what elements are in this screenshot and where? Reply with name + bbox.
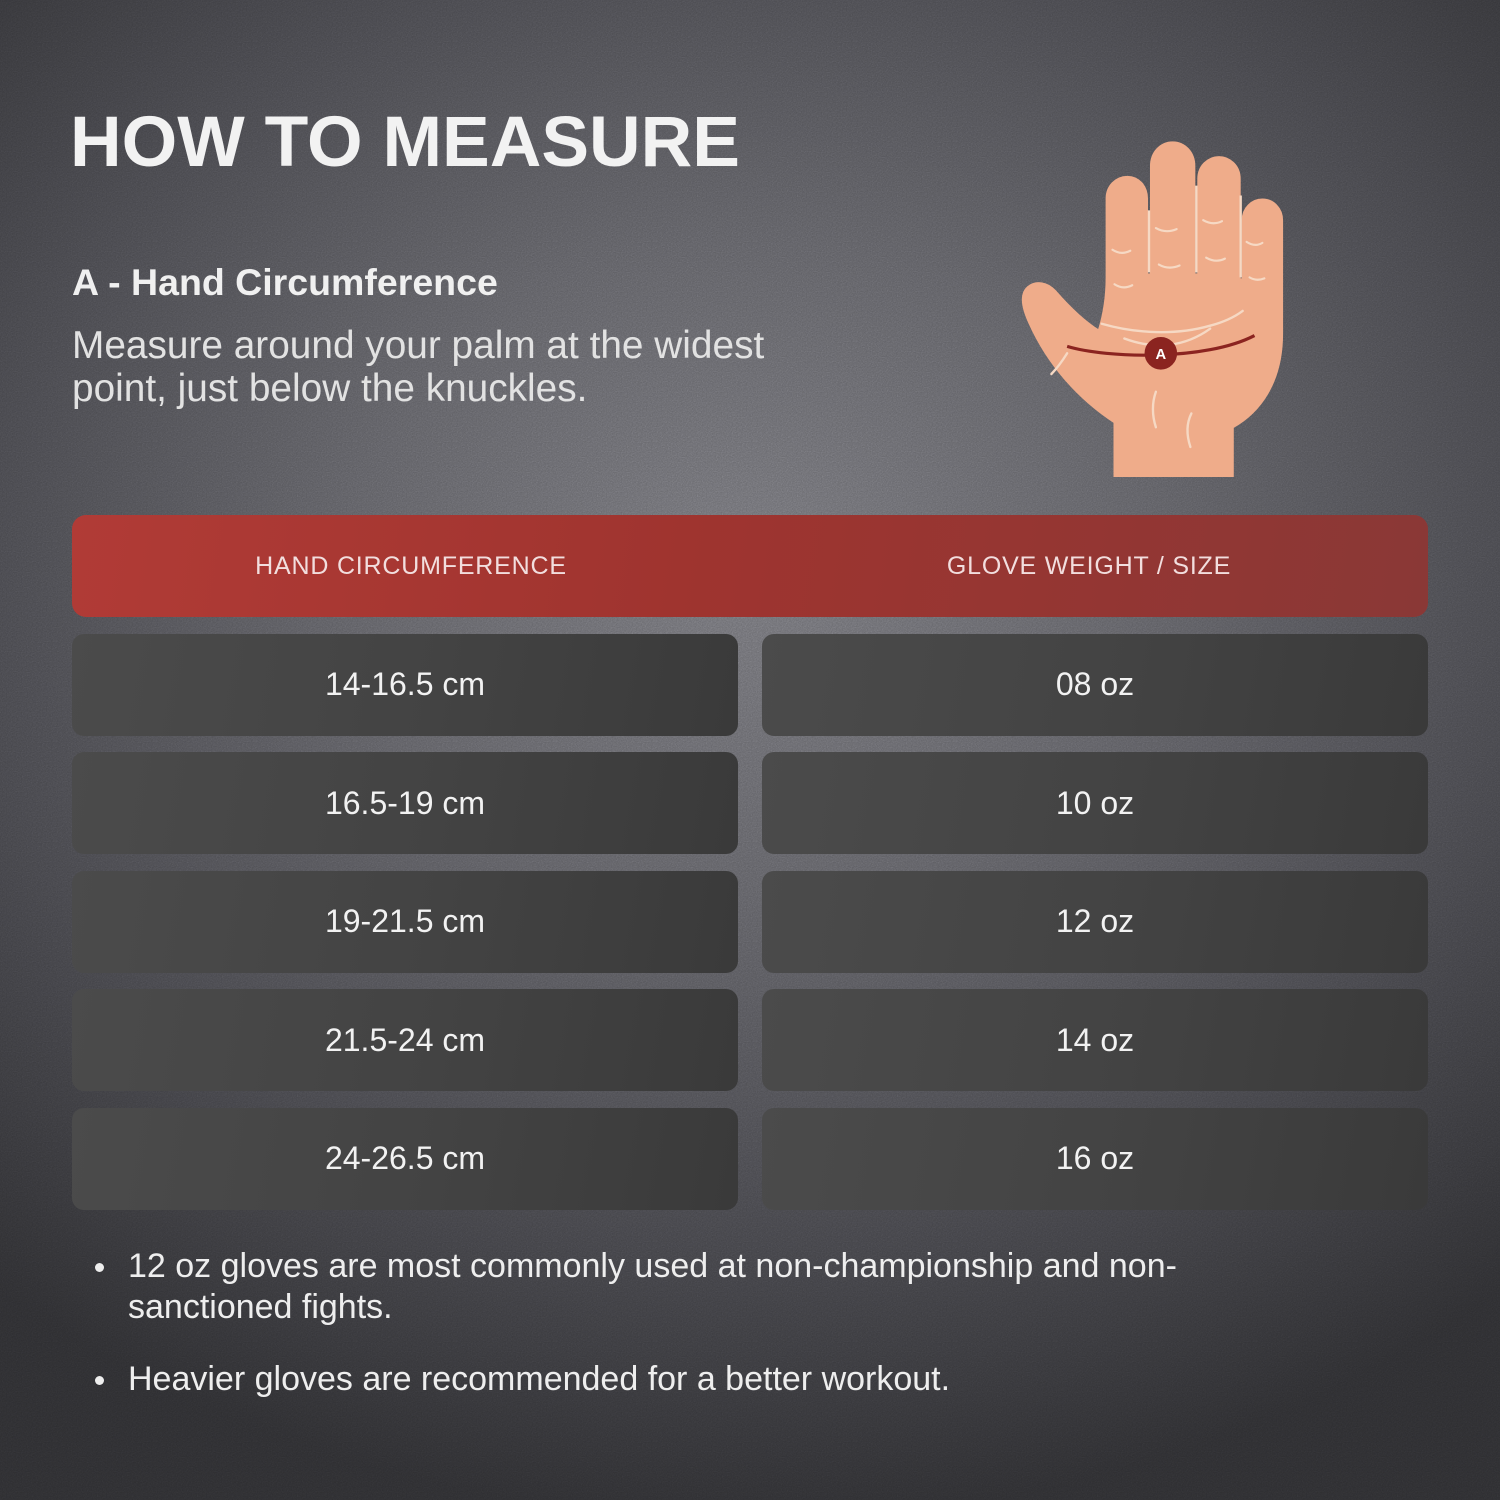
svg-text:A: A (1155, 347, 1166, 363)
